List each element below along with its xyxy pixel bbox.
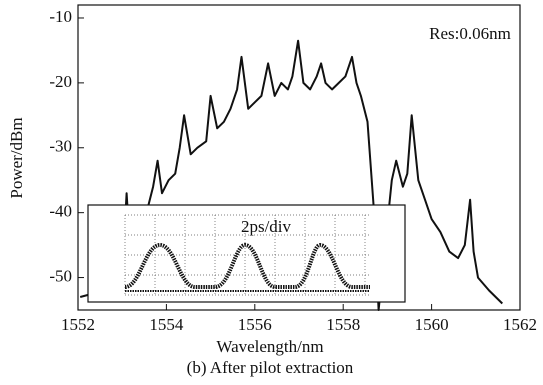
x-tick-label: 1552 — [61, 315, 95, 334]
y-tick-label: -40 — [49, 202, 72, 221]
y-axis-label: Power/dBm — [7, 117, 26, 198]
y-tick-label: -20 — [49, 72, 72, 91]
annotation: Res:0.06nm — [429, 24, 511, 43]
chart: Res:0.06nm 2ps/div Wavelength/nm (b) Aft… — [0, 0, 543, 385]
y-tick-label: -30 — [49, 137, 72, 156]
x-tick-label: 1558 — [326, 315, 360, 334]
caption: (b) After pilot extraction — [187, 358, 354, 377]
x-tick-label: 1554 — [149, 315, 184, 334]
x-tick-label: 1560 — [415, 315, 449, 334]
inset-label: 2ps/div — [241, 217, 292, 236]
y-tick-label: -10 — [49, 7, 72, 26]
inset: 2ps/div — [88, 205, 405, 302]
y-tick-label: -50 — [49, 266, 72, 285]
x-axis-label: Wavelength/nm — [216, 337, 323, 356]
x-tick-label: 1556 — [238, 315, 272, 334]
x-tick-label: 1562 — [503, 315, 537, 334]
